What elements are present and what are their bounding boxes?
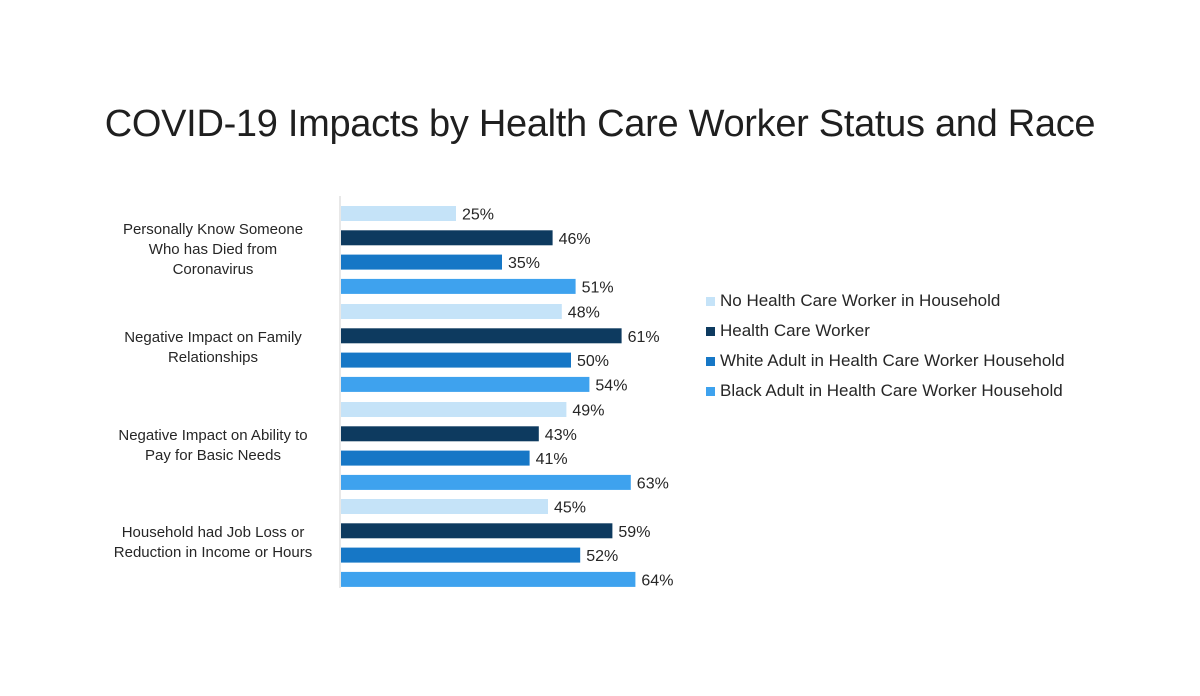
bar xyxy=(341,571,636,587)
legend-label: No Health Care Worker in Household xyxy=(720,291,1001,310)
data-label: 48% xyxy=(568,305,600,322)
data-label: 43% xyxy=(545,427,577,444)
data-label: 52% xyxy=(586,548,618,565)
data-label: 59% xyxy=(618,524,650,541)
legend-swatch xyxy=(706,296,715,306)
bar xyxy=(341,547,581,563)
legend-label: Health Care Worker xyxy=(720,321,870,340)
legend-item: Health Care Worker xyxy=(706,316,1065,346)
legend-item: Black Adult in Health Care Worker Househ… xyxy=(706,376,1065,406)
legend-swatch xyxy=(706,386,715,396)
category-label-line: Personally Know Someone xyxy=(122,220,304,238)
category-label-line: Pay for Basic Needs xyxy=(145,446,281,464)
bar xyxy=(341,402,567,417)
data-label: 50% xyxy=(577,353,609,370)
bar xyxy=(341,328,622,344)
chart-title: COVID-19 Impacts by Health Care Worker S… xyxy=(104,103,1096,145)
category-label: Household had Job Loss or Reduction in In… xyxy=(98,523,328,563)
category-label-line: Negative Impact on Family xyxy=(124,328,302,346)
bar xyxy=(341,230,553,246)
data-label: 45% xyxy=(554,500,586,517)
bar xyxy=(341,254,502,270)
legend-label: Black Adult in Health Care Worker Househ… xyxy=(720,381,1063,400)
category-label-line: Negative Impact on Ability to xyxy=(118,426,308,444)
bar xyxy=(341,426,539,442)
category-label-line: Coronavirus xyxy=(172,260,254,278)
legend-item: White Adult in Health Care Worker Househ… xyxy=(706,346,1065,376)
category-label: Negative Impact on Ability to Pay for Bas… xyxy=(98,426,328,466)
legend-swatch xyxy=(706,356,715,366)
bar xyxy=(341,523,613,539)
data-label: 61% xyxy=(628,329,660,346)
bar xyxy=(341,304,562,319)
category-label-line: Reduction in Income or Hours xyxy=(113,543,313,561)
bar xyxy=(341,376,590,392)
data-label: 63% xyxy=(637,475,669,492)
category-label-line: Relationships xyxy=(167,348,259,366)
category-label: Negative Impact on Family Relationships xyxy=(98,328,328,368)
category-label-line: Household had Job Loss or xyxy=(121,523,305,541)
data-label: 51% xyxy=(582,279,614,296)
data-label: 25% xyxy=(462,207,494,224)
bar xyxy=(341,278,576,294)
bar xyxy=(341,499,548,514)
bar xyxy=(341,474,631,490)
data-label: 64% xyxy=(641,572,673,589)
data-label: 49% xyxy=(572,403,604,420)
legend: No Health Care Worker in Household Health… xyxy=(706,286,1065,406)
data-label: 35% xyxy=(508,255,540,272)
legend-label: White Adult in Health Care Worker Househ… xyxy=(720,351,1065,370)
bar xyxy=(341,352,571,368)
legend-swatch xyxy=(706,326,715,336)
bar xyxy=(341,450,530,466)
data-label: 41% xyxy=(536,451,568,468)
data-label: 54% xyxy=(595,377,627,394)
category-label: Personally Know Someone Who has Died from… xyxy=(98,220,328,280)
legend-item: No Health Care Worker in Household xyxy=(706,286,1065,316)
category-label-line: Who has Died from xyxy=(148,240,278,258)
bar xyxy=(341,206,456,221)
data-label: 46% xyxy=(559,231,591,248)
